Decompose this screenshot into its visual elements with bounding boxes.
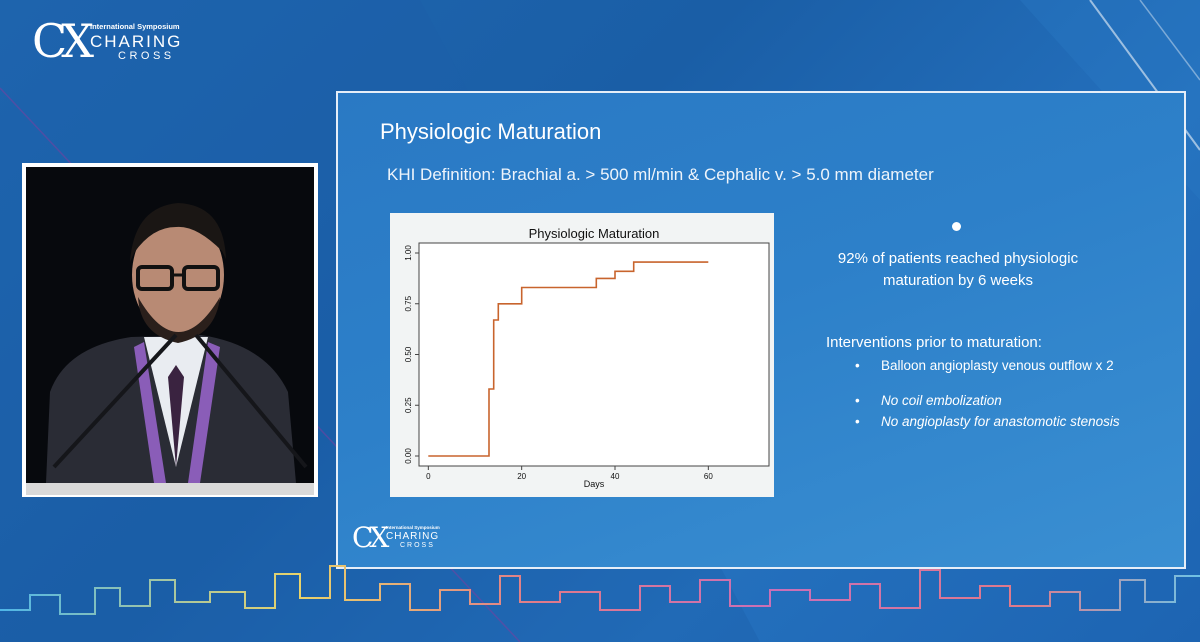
slide-logo-symposium: International Symposium	[386, 525, 440, 530]
slide-logo-name: CHARING	[386, 531, 440, 542]
intervention-item: • No coil embolization	[855, 393, 1002, 408]
x-tick-label: 40	[611, 472, 620, 481]
logo-name-text: CHARING	[90, 32, 183, 51]
x-tick-label: 0	[426, 472, 431, 481]
chart-title: Physiologic Maturation	[529, 226, 660, 241]
slide: Physiologic Maturation KHI Definition: B…	[336, 91, 1186, 569]
intervention-text: No coil embolization	[881, 393, 1002, 408]
stat-line-1: 92% of patients reached physiologic	[837, 250, 1079, 267]
chart-svg: Physiologic Maturation 0.00 0.25 0.50 0.75 1…	[404, 226, 770, 489]
bullet-glyph: •	[855, 393, 860, 408]
interventions-heading: Interventions prior to maturation:	[826, 334, 1042, 351]
speaker-video	[26, 167, 314, 483]
x-tick-label: 60	[704, 472, 713, 481]
slide-definition: KHI Definition: Brachial a. > 500 ml/min…	[387, 165, 934, 184]
intervention-text: No angioplasty for anastomotic stenosis	[881, 414, 1120, 429]
series-layer	[428, 261, 709, 457]
intervention-item: • Balloon angioplasty venous outflow x 2	[855, 358, 1114, 373]
slide-title: Physiologic Maturation	[380, 119, 602, 144]
intervention-item: • No angioplasty for anastomotic stenosis	[855, 414, 1120, 429]
city-skyline-decoration	[0, 565, 1200, 615]
stat-line-2: maturation by 6 weeks	[882, 272, 1034, 289]
y-tick-label: 0.00	[404, 448, 413, 464]
logo-sub-text: CROSS	[118, 50, 175, 62]
charing-cross-logo: CX International Symposium CHARING CROSS	[32, 14, 192, 72]
bullet-dot	[952, 222, 961, 231]
y-tick-label: 1.00	[404, 245, 413, 261]
logo-symposium-text: International Symposium	[90, 22, 180, 31]
y-tick-label: 0.75	[404, 295, 413, 311]
plot-area	[418, 242, 770, 467]
intervention-text: Balloon angioplasty venous outflow x 2	[881, 358, 1114, 373]
logo-monogram: CX	[32, 14, 94, 68]
maturation-chart: Physiologic Maturation 0.00 0.25 0.50 0.75 1…	[390, 213, 774, 497]
slide-logo: CX International Symposium CHARING CROSS	[352, 521, 452, 561]
series-line	[428, 261, 709, 457]
slide-logo-monogram: CX	[352, 521, 389, 554]
y-tick-label: 0.50	[404, 346, 413, 362]
slide-logo-sub: CROSS	[400, 542, 435, 549]
speaker-video-frame	[22, 163, 318, 497]
bullet-glyph: •	[855, 358, 860, 373]
speaker-image	[26, 167, 314, 483]
x-axis: 0 20 40 60	[426, 466, 713, 481]
x-tick-label: 20	[517, 472, 526, 481]
lectern-edge	[26, 483, 314, 495]
maturation-stat: 92% of patients reached physiologic matu…	[828, 248, 1088, 292]
y-axis: 0.00 0.25 0.50 0.75 1.00	[404, 245, 419, 464]
y-tick-label: 0.25	[404, 397, 413, 413]
bullet-glyph: •	[855, 414, 860, 429]
x-axis-label: Days	[584, 479, 605, 489]
